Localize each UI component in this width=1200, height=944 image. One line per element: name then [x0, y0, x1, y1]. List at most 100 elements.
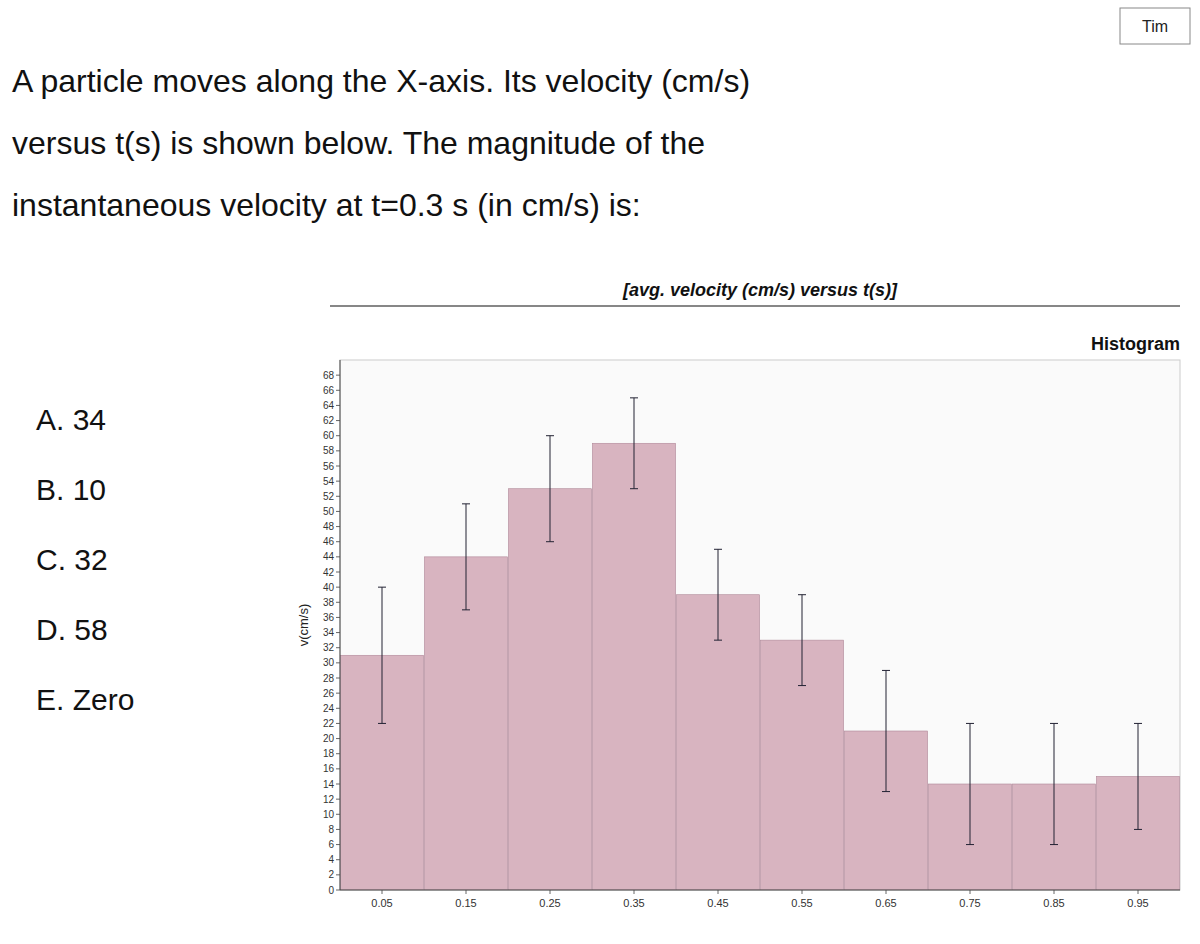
- error-bar: [1134, 723, 1142, 829]
- error-cap: [1134, 723, 1142, 724]
- error-cap: [630, 397, 638, 398]
- error-cap: [798, 594, 806, 595]
- x-tick-label: 0.35: [623, 897, 644, 909]
- question-line: A particle moves along the X-axis. Its v…: [12, 63, 750, 99]
- y-tick-label: 28: [323, 673, 335, 684]
- subtitle: [avg. velocity (cm/s) versus t(s)]: [622, 280, 898, 300]
- bar: [508, 489, 591, 890]
- error-cap: [882, 670, 890, 671]
- error-bar: [882, 670, 890, 791]
- error-bar: [798, 595, 806, 686]
- y-tick: [336, 632, 340, 633]
- error-stem: [550, 436, 551, 542]
- y-tick-label: 22: [323, 718, 335, 729]
- x-tick-label: 0.65: [875, 897, 896, 909]
- y-tick-label: 4: [328, 854, 334, 865]
- error-cap: [714, 549, 722, 550]
- y-tick: [336, 556, 340, 557]
- plot-area: [340, 360, 1180, 890]
- y-tick-label: 64: [323, 400, 335, 411]
- y-tick-label: 32: [323, 642, 335, 653]
- x-tick-label: 0.75: [959, 897, 980, 909]
- y-tick: [336, 723, 340, 724]
- y-tick: [336, 572, 340, 573]
- y-tick: [336, 859, 340, 860]
- answer-choice: D. 58: [36, 613, 108, 646]
- y-tick: [336, 647, 340, 648]
- error-cap: [714, 640, 722, 641]
- error-cap: [462, 609, 470, 610]
- title: Histogram: [1091, 334, 1180, 354]
- error-bar: [630, 398, 638, 489]
- y-tick: [336, 799, 340, 800]
- y-tick: [336, 784, 340, 785]
- x-tick: [1138, 890, 1139, 894]
- x-tick: [1054, 890, 1055, 894]
- y-tick-label: 40: [323, 582, 335, 593]
- y-tick-label: 38: [323, 597, 335, 608]
- x-tick-label: 0.05: [371, 897, 392, 909]
- x-tick-label: 0.85: [1043, 897, 1064, 909]
- x-tick-label: 0.95: [1127, 897, 1148, 909]
- y-tick: [336, 768, 340, 769]
- bars: [340, 398, 1179, 890]
- y-tick-label: 2: [328, 869, 334, 880]
- error-stem: [802, 595, 803, 686]
- subtitle-underline: [330, 305, 1180, 306]
- y-tick-label: 10: [323, 809, 335, 820]
- y-tick: [336, 526, 340, 527]
- bar: [592, 443, 675, 890]
- answer-choice: B. 10: [36, 473, 106, 506]
- y-tick-label: 48: [323, 521, 335, 532]
- y-tick-label: 0: [328, 885, 334, 896]
- x-tick: [466, 890, 467, 894]
- x-axis: 0.050.150.250.350.450.550.650.750.850.95: [371, 890, 1148, 909]
- error-cap: [966, 844, 974, 845]
- error-stem: [634, 398, 635, 489]
- y-tick-label: 14: [323, 779, 335, 790]
- x-tick: [550, 890, 551, 894]
- error-cap: [630, 488, 638, 489]
- y-tick: [336, 753, 340, 754]
- y-tick: [336, 496, 340, 497]
- error-bar: [378, 587, 386, 723]
- y-tick: [336, 814, 340, 815]
- error-stem: [1054, 723, 1055, 844]
- y-tick: [336, 450, 340, 451]
- x-tick: [886, 890, 887, 894]
- error-cap: [1050, 723, 1058, 724]
- y-tick: [336, 844, 340, 845]
- y-tick: [336, 693, 340, 694]
- y-tick: [336, 587, 340, 588]
- y-tick-label: 68: [323, 370, 335, 381]
- y-tick-label: 62: [323, 415, 335, 426]
- y-tick-label: 6: [328, 839, 334, 850]
- y-tick-label: 66: [323, 385, 335, 396]
- error-bar: [966, 723, 974, 844]
- y-tick-label: 50: [323, 506, 335, 517]
- y-tick: [336, 874, 340, 875]
- y-tick: [336, 420, 340, 421]
- x-tick-label: 0.55: [791, 897, 812, 909]
- y-tick-label: 36: [323, 612, 335, 623]
- error-cap: [546, 435, 554, 436]
- x-tick: [634, 890, 635, 894]
- error-cap: [966, 723, 974, 724]
- x-tick-label: 0.15: [455, 897, 476, 909]
- error-bar: [714, 549, 722, 640]
- y-tick-label: 12: [323, 794, 335, 805]
- corner-box: [1120, 8, 1190, 44]
- y-tick-label: 18: [323, 748, 335, 759]
- x-tick: [382, 890, 383, 894]
- y-tick-label: 60: [323, 430, 335, 441]
- y-tick: [336, 375, 340, 376]
- answer-choice: A. 34: [36, 403, 106, 436]
- y-tick-label: 52: [323, 491, 335, 502]
- y-axis-label: v(cm/s): [296, 604, 311, 647]
- y-tick: [336, 662, 340, 663]
- y-tick-label: 20: [323, 733, 335, 744]
- y-tick: [336, 481, 340, 482]
- y-tick-label: 44: [323, 551, 335, 562]
- question-line: versus t(s) is shown below. The magnitud…: [12, 125, 705, 161]
- y-tick: [336, 890, 340, 891]
